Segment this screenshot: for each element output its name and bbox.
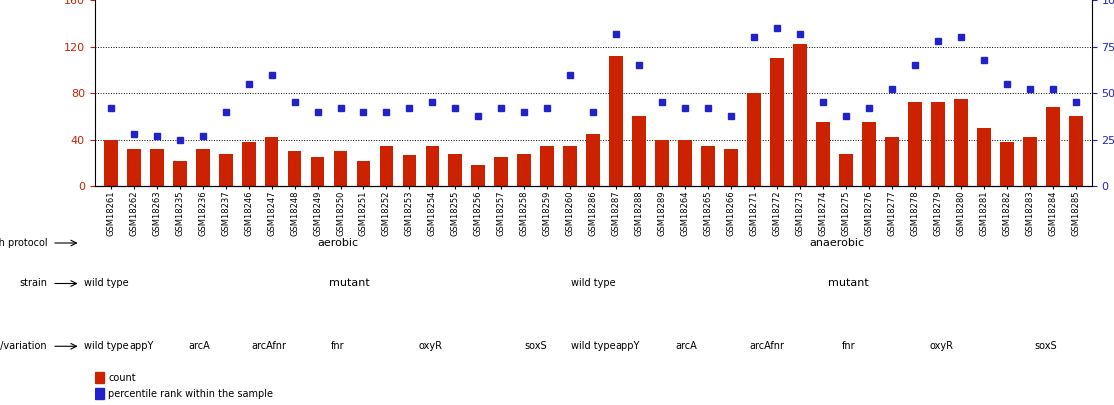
Bar [747,93,761,186]
Bar [517,153,531,186]
Bar [380,145,393,186]
Bar [564,145,577,186]
Text: strain: strain [19,279,48,288]
Text: appY: appY [129,341,154,351]
Bar [1023,137,1037,186]
Text: arcAfnr: arcAfnr [251,341,286,351]
Text: wild type: wild type [570,341,616,351]
Bar [426,145,439,186]
Bar [95,388,104,399]
Bar [1068,117,1083,186]
Bar [701,145,715,186]
Bar [885,137,899,186]
Bar [770,58,784,186]
Bar [173,161,186,186]
Text: count: count [108,373,136,383]
Bar [495,157,508,186]
Text: oxyR: oxyR [929,341,952,351]
Bar [218,153,233,186]
Text: soxS: soxS [1034,341,1057,351]
Bar [908,102,921,186]
Bar [1046,107,1059,186]
Bar [287,151,302,186]
Bar [839,153,853,186]
Bar [242,142,255,186]
Bar [931,102,945,186]
Bar [449,153,462,186]
Bar [149,149,164,186]
Text: aerobic: aerobic [317,238,359,248]
Bar [356,161,370,186]
Text: growth protocol: growth protocol [0,238,48,248]
Bar [1000,142,1014,186]
Bar [633,117,646,186]
Text: genotype/variation: genotype/variation [0,341,48,351]
Bar [402,155,417,186]
Text: fnr: fnr [331,341,345,351]
Text: arcA: arcA [675,341,697,351]
Text: appY: appY [616,341,641,351]
Bar [586,134,600,186]
Bar [95,372,104,383]
Text: fnr: fnr [841,341,856,351]
Bar [678,140,692,186]
Bar [817,122,830,186]
Bar [333,151,348,186]
Text: wild type: wild type [84,279,128,288]
Text: percentile rank within the sample: percentile rank within the sample [108,389,273,399]
Bar [655,140,670,186]
Text: anaerobic: anaerobic [809,238,864,248]
Text: wild type: wild type [570,279,616,288]
Bar [540,145,554,186]
Text: arcA: arcA [188,341,209,351]
Text: mutant: mutant [828,279,869,288]
Bar [196,149,209,186]
Bar [724,149,737,186]
Bar [954,99,968,186]
Bar [471,165,486,186]
Bar [311,157,324,186]
Bar [793,44,807,186]
Text: oxyR: oxyR [419,341,443,351]
Bar [977,128,990,186]
Text: soxS: soxS [524,341,547,351]
Bar [862,122,876,186]
Bar [127,149,140,186]
Bar [265,137,278,186]
Text: arcAfnr: arcAfnr [750,341,784,351]
Bar [104,140,118,186]
Text: mutant: mutant [330,279,370,288]
Bar [609,56,623,186]
Text: wild type: wild type [84,341,128,351]
